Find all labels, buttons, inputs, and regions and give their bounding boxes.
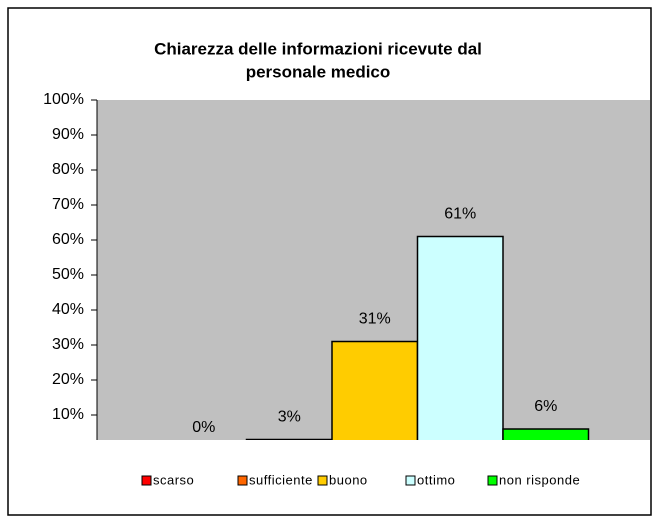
legend-swatch [141,475,152,486]
y-tick-label: 30% [52,336,84,353]
legend-swatch [317,475,328,486]
y-tick-label: 20% [52,371,84,388]
legend-label: ottimo [417,472,455,487]
y-tick-label: 100% [43,91,84,108]
legend-swatch [405,475,416,486]
legend-label: scarso [153,472,194,487]
y-tick-label: 10% [52,406,84,423]
legend-label: buono [329,472,368,487]
data-label: 6% [534,398,557,415]
chart-title: personale medico [246,62,391,81]
chart-title: Chiarezza delle informazioni ricevute da… [154,39,482,58]
y-tick-label: 60% [52,231,84,248]
data-label: 61% [444,206,476,223]
legend-swatch [487,475,498,486]
data-label: 0% [192,419,215,436]
legend-label: non risponde [499,472,580,487]
bar [331,340,419,440]
data-label: 31% [359,311,391,328]
y-tick-label: 50% [52,266,84,283]
y-tick-label: 70% [52,196,84,213]
legend-swatch [237,475,248,486]
bar [502,428,590,440]
data-label: 3% [278,409,301,426]
y-tick-label: 80% [52,161,84,178]
y-tick-label: 90% [52,126,84,143]
bar [416,235,504,440]
plot: 0%10%20%30%40%50%60%70%80%90%100%0%3%31%… [43,91,590,440]
bar [245,438,333,440]
legend-label: sufficiente [249,472,313,487]
y-tick-label: 40% [52,301,84,318]
